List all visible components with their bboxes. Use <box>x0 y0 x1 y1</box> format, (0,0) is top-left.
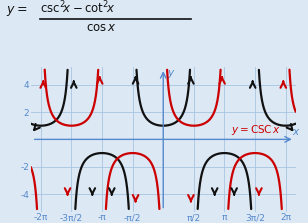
Text: $y=$: $y=$ <box>6 4 27 19</box>
Text: $\mathrm{csc}^2\!x - \mathrm{cot}^2\!x$: $\mathrm{csc}^2\!x - \mathrm{cot}^2\!x$ <box>40 0 116 17</box>
Text: x: x <box>293 127 299 137</box>
Text: y: y <box>167 68 173 78</box>
Text: $\mathrm{cos}\,x$: $\mathrm{cos}\,x$ <box>86 21 117 34</box>
Text: $y = \mathrm{CSC}\,x$: $y = \mathrm{CSC}\,x$ <box>231 123 282 137</box>
